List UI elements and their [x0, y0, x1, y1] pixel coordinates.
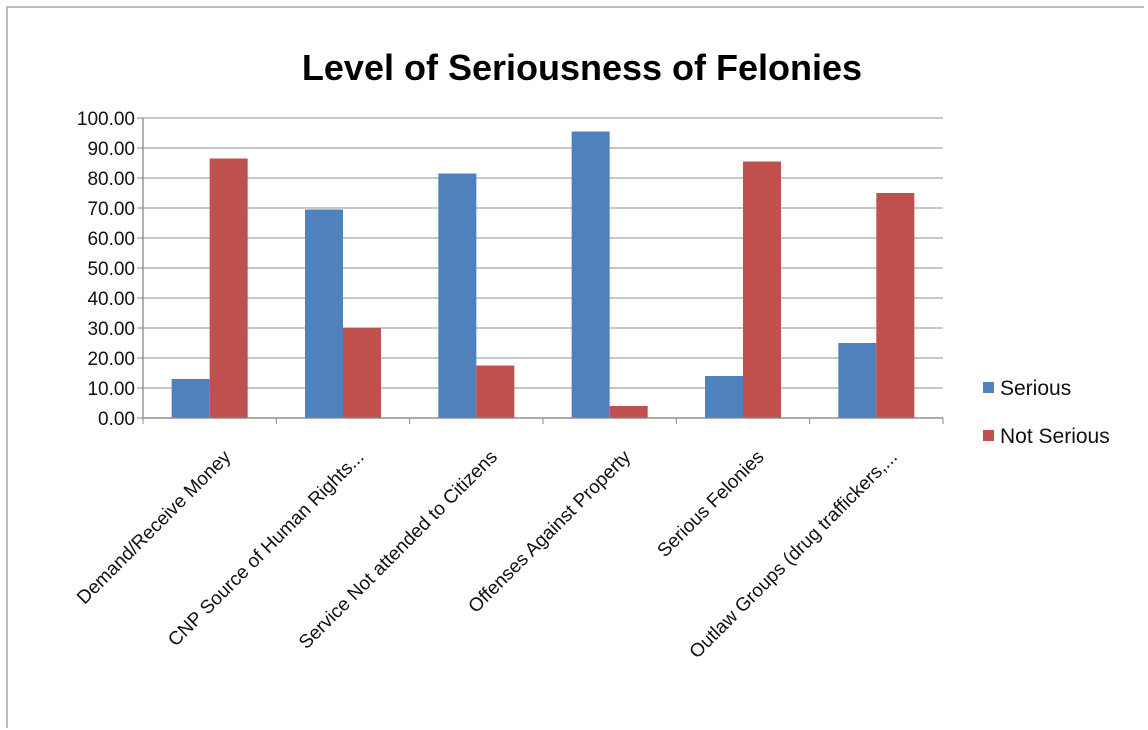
chart-title: Level of Seriousness of Felonies: [302, 47, 862, 88]
bars: [171, 131, 915, 418]
bar-serious: [438, 173, 477, 418]
y-tick-label: 70.00: [87, 199, 135, 220]
legend-swatch: [983, 430, 994, 441]
y-tick-label: 40.00: [87, 289, 135, 310]
bar-not-serious: [743, 161, 781, 418]
y-axis-ticks: 0.00 10.00 20.00 30.00 40.00 50.00 60.00 70.00 8…: [77, 109, 135, 430]
bar-serious: [305, 209, 343, 418]
bar-serious: [705, 376, 743, 418]
gridlines: [137, 117, 943, 419]
x-tick-label: Outlaw Groups (drug traffickers,...: [686, 447, 902, 663]
y-tick-label: 10.00: [87, 379, 135, 400]
bar-chart: Level of Seriousness of Felonies 0.00 10.…: [73, 47, 1110, 663]
bar-serious: [171, 379, 210, 418]
legend-label: Not Serious: [1000, 425, 1110, 448]
y-tick-label: 20.00: [87, 349, 135, 370]
bar-serious: [571, 131, 610, 418]
bar-not-serious: [209, 158, 248, 418]
x-tick-label: Serious Felonies: [654, 447, 769, 562]
bar-not-serious: [343, 328, 381, 418]
legend-swatch: [983, 382, 994, 393]
bar-not-serious: [876, 193, 915, 418]
y-tick-label: 100.00: [77, 109, 135, 130]
bar-not-serious: [609, 406, 648, 418]
bar-serious: [838, 343, 877, 418]
x-tick-label: Demand/Receive Money: [73, 446, 235, 608]
chart-frame: Level of Seriousness of Felonies 0.00 10.…: [6, 6, 1144, 728]
y-tick-label: 80.00: [87, 169, 135, 190]
y-tick-label: 90.00: [87, 139, 135, 160]
y-tick-label: 60.00: [87, 229, 135, 250]
y-tick-label: 50.00: [87, 259, 135, 280]
y-tick-label: 30.00: [87, 319, 135, 340]
bar-not-serious: [476, 365, 515, 418]
y-tick-label: 0.00: [98, 409, 135, 430]
legend: Serious Not Serious: [983, 377, 1110, 448]
legend-label: Serious: [1000, 377, 1071, 400]
axes: [142, 118, 944, 424]
